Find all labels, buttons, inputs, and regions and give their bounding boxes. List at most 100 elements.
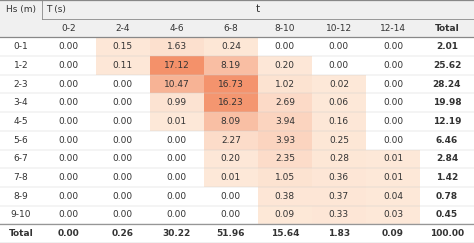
Text: 8-10: 8-10	[274, 24, 295, 33]
Bar	[150, 112, 204, 131]
Bar	[258, 75, 312, 94]
Bar	[204, 112, 258, 131]
Text: T (s): T (s)	[46, 5, 66, 14]
Text: 0.00: 0.00	[383, 136, 403, 145]
Text: 0.20: 0.20	[221, 154, 241, 163]
Text: 0.00: 0.00	[221, 210, 241, 219]
Text: 0.45: 0.45	[436, 210, 458, 219]
Bar	[366, 149, 420, 168]
Text: 0.00: 0.00	[113, 117, 133, 126]
Text: Total: Total	[9, 229, 33, 238]
Text: 3.93: 3.93	[275, 136, 295, 145]
Text: 2.01: 2.01	[436, 42, 458, 51]
Text: 0.00: 0.00	[58, 229, 80, 238]
Text: 0.04: 0.04	[383, 192, 403, 201]
Text: 0.00: 0.00	[113, 192, 133, 201]
Text: 10-12: 10-12	[326, 24, 352, 33]
Text: 0.01: 0.01	[221, 173, 241, 182]
Text: 7-8: 7-8	[13, 173, 28, 182]
Text: 2.84: 2.84	[436, 154, 458, 163]
Text: 0.00: 0.00	[113, 154, 133, 163]
Text: 0.00: 0.00	[167, 192, 187, 201]
Text: 0.00: 0.00	[59, 117, 79, 126]
Bar	[312, 206, 366, 224]
Text: 0.00: 0.00	[113, 80, 133, 89]
Text: 0.16: 0.16	[329, 117, 349, 126]
Text: 0-2: 0-2	[62, 24, 76, 33]
Text: 0.00: 0.00	[59, 98, 79, 107]
Text: 0.00: 0.00	[113, 173, 133, 182]
Bar	[312, 112, 366, 131]
Text: 2.35: 2.35	[275, 154, 295, 163]
Text: 0.00: 0.00	[113, 98, 133, 107]
Text: 0.33: 0.33	[329, 210, 349, 219]
Text: 0.00: 0.00	[113, 136, 133, 145]
Text: 0.00: 0.00	[167, 173, 187, 182]
Text: 0.00: 0.00	[59, 61, 79, 70]
Text: 16.73: 16.73	[218, 80, 244, 89]
Text: 1.63: 1.63	[167, 42, 187, 51]
Text: 0.01: 0.01	[383, 173, 403, 182]
Text: 0.00: 0.00	[59, 210, 79, 219]
Text: 1.42: 1.42	[436, 173, 458, 182]
Text: 0.00: 0.00	[383, 80, 403, 89]
Bar	[366, 187, 420, 206]
Bar	[312, 75, 366, 94]
Text: 8-9: 8-9	[13, 192, 28, 201]
Bar	[312, 168, 366, 187]
Bar	[204, 131, 258, 149]
Text: 28.24: 28.24	[433, 80, 461, 89]
Text: 0.11: 0.11	[113, 61, 133, 70]
Text: 19.98: 19.98	[433, 98, 461, 107]
Text: 0.00: 0.00	[383, 42, 403, 51]
Text: 0.36: 0.36	[329, 173, 349, 182]
Text: 30.22: 30.22	[163, 229, 191, 238]
Text: 0.00: 0.00	[329, 61, 349, 70]
Text: 0.00: 0.00	[59, 136, 79, 145]
Text: 25.62: 25.62	[433, 61, 461, 70]
Text: 0.01: 0.01	[383, 154, 403, 163]
Text: 0.00: 0.00	[59, 192, 79, 201]
Text: 0-1: 0-1	[13, 42, 28, 51]
Text: 0.03: 0.03	[383, 210, 403, 219]
Bar	[96, 56, 150, 75]
Text: 0.00: 0.00	[383, 61, 403, 70]
Bar	[150, 75, 204, 94]
Text: 0.37: 0.37	[329, 192, 349, 201]
Text: 0.00: 0.00	[329, 42, 349, 51]
Text: 12-14: 12-14	[380, 24, 406, 33]
Bar	[258, 206, 312, 224]
Text: 0.24: 0.24	[221, 42, 241, 51]
Bar	[258, 149, 312, 168]
Text: 0.28: 0.28	[329, 154, 349, 163]
Text: 4-6: 4-6	[170, 24, 184, 33]
Bar	[312, 149, 366, 168]
Text: 0.06: 0.06	[329, 98, 349, 107]
Text: 3.94: 3.94	[275, 117, 295, 126]
Text: 0.09: 0.09	[382, 229, 404, 238]
Text: 0.26: 0.26	[112, 229, 134, 238]
Text: 0.99: 0.99	[167, 98, 187, 107]
Bar	[150, 94, 204, 112]
Text: 0.00: 0.00	[383, 117, 403, 126]
Bar	[312, 131, 366, 149]
Bar	[204, 75, 258, 94]
Bar	[204, 37, 258, 56]
Text: 1-2: 1-2	[14, 61, 28, 70]
Text: 0.00: 0.00	[59, 42, 79, 51]
Text: 0.00: 0.00	[275, 42, 295, 51]
Text: 0.00: 0.00	[221, 192, 241, 201]
Bar	[258, 187, 312, 206]
Bar	[312, 94, 366, 112]
Text: 0.00: 0.00	[59, 80, 79, 89]
Text: 0.00: 0.00	[167, 210, 187, 219]
Text: 1.02: 1.02	[275, 80, 295, 89]
Bar	[312, 187, 366, 206]
Text: 0.09: 0.09	[275, 210, 295, 219]
Text: 0.00: 0.00	[59, 173, 79, 182]
Bar	[150, 56, 204, 75]
Text: 1.83: 1.83	[328, 229, 350, 238]
Bar	[258, 168, 312, 187]
Text: 0.00: 0.00	[167, 136, 187, 145]
Text: 0.00: 0.00	[59, 154, 79, 163]
